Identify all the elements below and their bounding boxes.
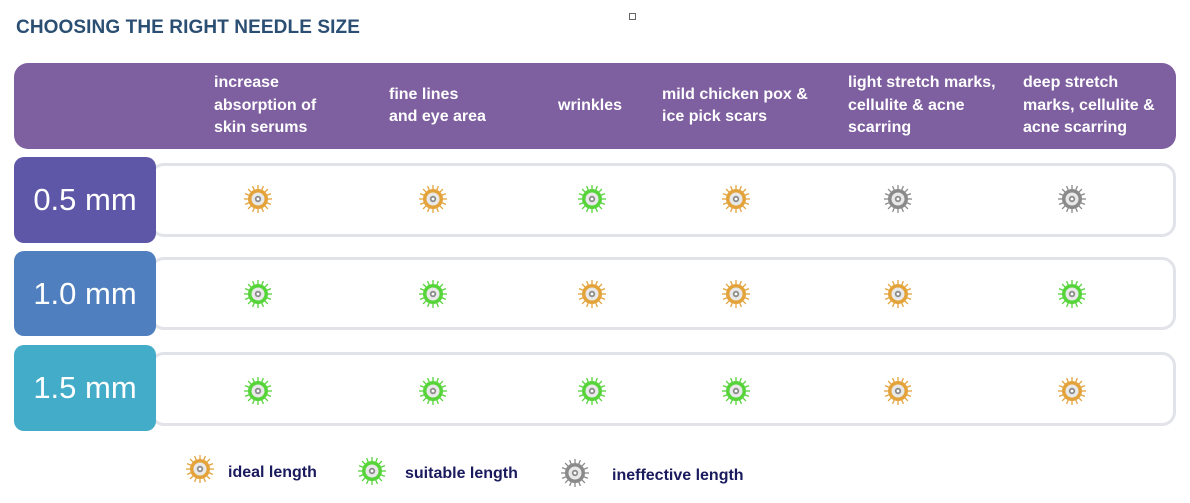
ideal-needle-icon [1057,376,1087,406]
ideal-needle-icon [243,184,273,214]
row-panel-1-0mm [150,257,1176,330]
column-header-deep-stretch: deep stretch marks, cellulite & acne sca… [1023,74,1155,137]
header-bar: increase absorption of skin serums fine … [14,63,1176,149]
ideal-needle-icon [721,279,751,309]
column-header-fine-lines: fine lines and eye area [389,85,486,126]
decorative-square [629,13,636,20]
ideal-needle-icon [577,279,607,309]
legend-label-ideal: ideal length [228,464,317,481]
row-panel-0-5mm [150,163,1176,237]
row-panel-1-5mm [150,352,1176,426]
ideal-needle-icon [883,279,913,309]
suitable-needle-icon [418,279,448,309]
suitable-needle-icon [243,376,273,406]
row-label-1-0mm: 1.0 mm [14,251,156,336]
suitable-needle-icon [418,376,448,406]
legend-label-ineffective: ineffective length [612,467,744,484]
ineffective-needle-icon [1057,184,1087,214]
ideal-needle-icon [883,376,913,406]
column-header-serums: increase absorption of skin serums [214,74,317,137]
column-header-light-stretch: light stretch marks, cellulite & acne sc… [848,74,996,137]
suitable-needle-icon [1057,279,1087,309]
column-header-pox-scars: mild chicken pox & ice pick scars [662,85,808,126]
legend-label-suitable: suitable length [405,465,518,482]
ideal-needle-icon [721,184,751,214]
ineffective-needle-icon [560,458,590,488]
ideal-needle-icon [418,184,448,214]
suitable-needle-icon [357,456,387,486]
suitable-needle-icon [243,279,273,309]
suitable-needle-icon [577,376,607,406]
suitable-needle-icon [577,184,607,214]
row-label-1-5mm: 1.5 mm [14,345,156,431]
ineffective-needle-icon [883,184,913,214]
suitable-needle-icon [721,376,751,406]
row-label-0-5mm: 0.5 mm [14,157,156,243]
column-header-wrinkles: wrinkles [558,96,623,114]
ideal-needle-icon [185,454,215,484]
page-title: CHOOSING THE RIGHT NEEDLE SIZE [16,17,360,38]
